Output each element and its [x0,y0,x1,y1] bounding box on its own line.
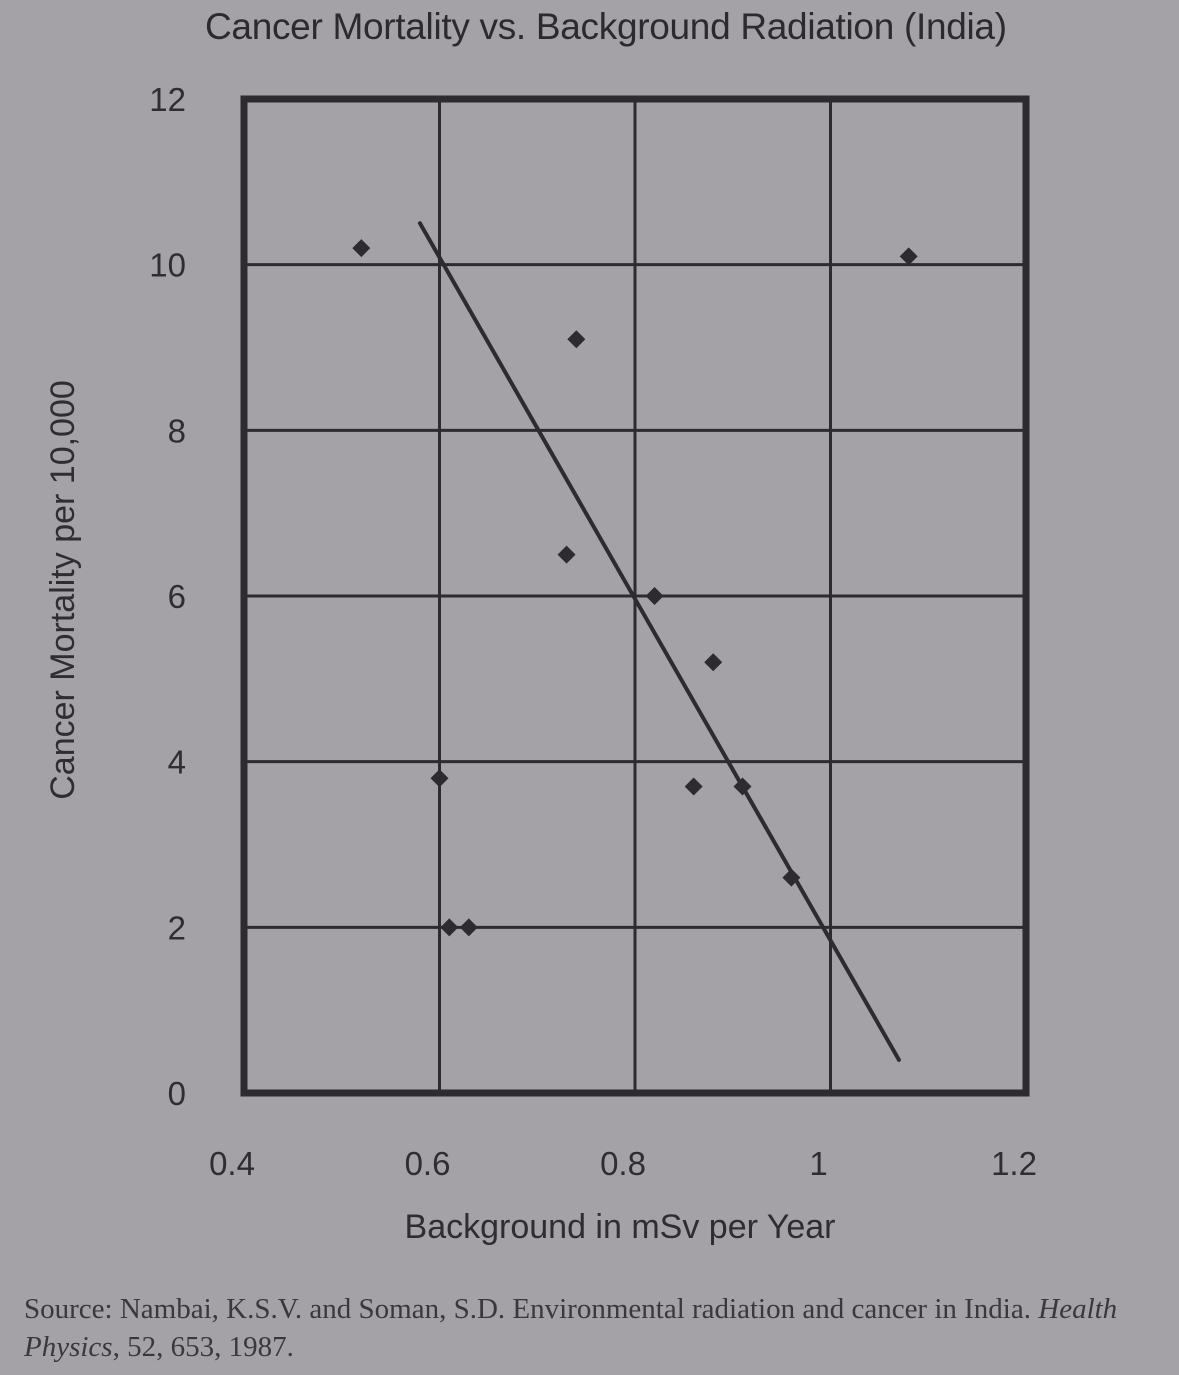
y-axis-label: Cancer Mortality per 10,000 [44,380,82,800]
data-point [782,868,801,887]
source-journal: Health Physics [24,1293,1118,1363]
y-tick-label: 0 [168,1075,186,1112]
data-point [645,587,664,605]
y-tick-label: 8 [168,412,186,449]
trend-line [417,221,901,1062]
scatter-chart: 0.4 0.6 0.8 1 1.2 0 2 4 6 8 10 12 Background in mSv… [44,81,1037,1246]
y-tick-label: 2 [168,909,186,946]
data-point [352,239,371,258]
chart-title: Cancer Mortality vs. Background Radiatio… [205,6,1007,47]
x-tick-label: 0.8 [600,1145,646,1182]
data-point [899,247,918,266]
x-axis-label: Background in mSv per Year [405,1208,836,1246]
x-tick-label: 0.6 [405,1145,451,1182]
data-point [733,777,752,796]
x-tick-label: 1 [809,1145,827,1182]
tick-labels: 0.4 0.6 0.8 1 1.2 0 2 4 6 8 10 12 [149,81,1037,1182]
data-point [440,918,459,937]
data-point [430,769,449,788]
y-tick-label: 10 [149,247,186,284]
data-point [567,330,586,349]
data-point [684,777,703,796]
source-suffix: , 52, 653, 1987. [112,1331,294,1363]
x-tick-label: 0.4 [209,1145,255,1182]
source-prefix: Source: Nambai, K.S.V. and Soman, S.D. E… [24,1293,1031,1325]
source-citation: Source: Nambai, K.S.V. and Soman, S.D. E… [24,1290,1164,1366]
trend-line-layer [417,221,901,1062]
y-tick-label: 6 [168,578,186,615]
data-point [557,545,576,564]
data-point [459,918,478,937]
x-tick-label: 1.2 [991,1145,1037,1182]
y-tick-label: 12 [149,81,186,118]
data-points [352,239,918,937]
y-tick-label: 4 [168,744,186,781]
data-point [704,653,723,672]
plot-frame [240,95,1030,1097]
